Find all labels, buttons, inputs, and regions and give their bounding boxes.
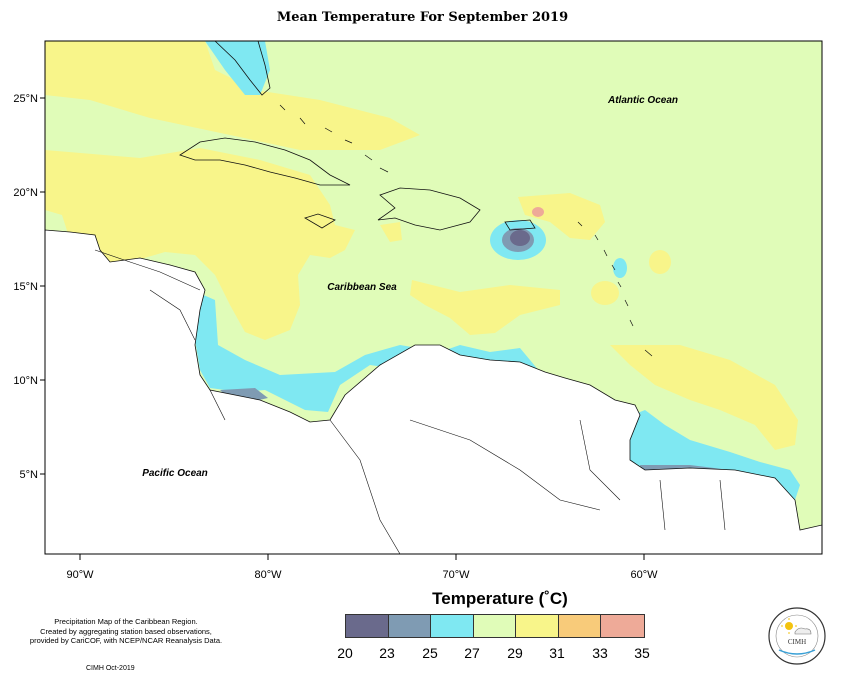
legend-tick-label: 25 bbox=[422, 645, 438, 661]
lat-tick-label: 25°N bbox=[13, 93, 38, 105]
credit-line: provided by CariCOF, with NCEP/NCAR Rean… bbox=[29, 636, 223, 645]
lat-axis: 25°N 20°N 15°N 10°N 5°N bbox=[13, 93, 45, 481]
country-borders bbox=[94, 249, 726, 554]
legend-swatch bbox=[431, 615, 474, 637]
map-frame bbox=[44, 40, 823, 555]
credit-text: Precipitation Map of the Caribbean Regio… bbox=[14, 617, 238, 646]
credit-stamp: CIMH Oct-2019 bbox=[86, 665, 135, 672]
legend-tick-label: 23 bbox=[379, 645, 395, 661]
bahamas-outline bbox=[279, 104, 389, 173]
legend-swatch bbox=[388, 615, 431, 637]
legend-swatch bbox=[601, 615, 644, 637]
legend-title: Temperature (˚C) bbox=[432, 589, 568, 608]
legend-tick-label: 35 bbox=[634, 645, 650, 661]
legend-tick-label: 20 bbox=[337, 645, 353, 661]
landmass bbox=[45, 229, 822, 554]
legend-tick-label: 27 bbox=[464, 645, 480, 661]
legend-colorbar bbox=[345, 614, 645, 638]
lon-tick-label: 80°W bbox=[254, 569, 282, 581]
legend-tick-label: 33 bbox=[592, 645, 608, 661]
pacific-ocean-label: Pacific Ocean bbox=[142, 468, 208, 479]
florida-outline bbox=[214, 41, 271, 96]
caribbean-sea-label: Caribbean Sea bbox=[327, 282, 397, 293]
lon-axis: 90°W 80°W 70°W 60°W bbox=[66, 554, 658, 581]
legend-tick-label: 31 bbox=[549, 645, 565, 661]
legend-ticks: 20 23 25 27 29 31 33 35 bbox=[330, 645, 660, 665]
lat-tick-label: 5°N bbox=[20, 469, 39, 481]
credit-line: Precipitation Map of the Caribbean Regio… bbox=[54, 617, 198, 626]
cuba-outline bbox=[179, 137, 351, 186]
map-title: Mean Temperature For September 2019 bbox=[276, 10, 569, 25]
lat-tick-label: 10°N bbox=[13, 375, 38, 387]
legend-swatch bbox=[346, 615, 389, 637]
legend-swatch bbox=[516, 615, 559, 637]
jamaica-outline bbox=[304, 213, 336, 229]
lon-tick-label: 90°W bbox=[66, 569, 94, 581]
temp-field-33-35 bbox=[532, 207, 544, 217]
lon-tick-label: 70°W bbox=[442, 569, 470, 581]
lesser-antilles-outline bbox=[577, 221, 653, 357]
lon-tick-label: 60°W bbox=[630, 569, 658, 581]
logo-text: CIMH bbox=[788, 638, 806, 646]
hispaniola-outline bbox=[377, 187, 481, 231]
legend-swatch bbox=[558, 615, 601, 637]
legend-tick-label: 29 bbox=[507, 645, 523, 661]
lat-tick-label: 15°N bbox=[13, 281, 38, 293]
puerto-rico-outline bbox=[504, 219, 536, 231]
temp-field-29-31 bbox=[45, 41, 798, 519]
atlantic-ocean-label: Atlantic Ocean bbox=[607, 95, 678, 106]
credit-line: Created by aggregating station based obs… bbox=[40, 626, 212, 636]
cimh-logo: CIMH bbox=[768, 607, 826, 665]
lat-tick-label: 20°N bbox=[13, 187, 38, 199]
legend-swatch bbox=[473, 615, 516, 637]
